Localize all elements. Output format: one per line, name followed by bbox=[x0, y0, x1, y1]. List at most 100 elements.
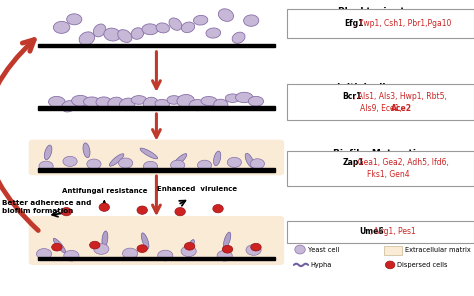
Ellipse shape bbox=[217, 250, 232, 261]
Text: Antifungal resistance: Antifungal resistance bbox=[62, 188, 147, 194]
Ellipse shape bbox=[225, 94, 240, 102]
Ellipse shape bbox=[246, 244, 261, 255]
Ellipse shape bbox=[64, 250, 79, 261]
Text: , Gea1, Gea2, Adh5, Ifd6,: , Gea1, Gea2, Adh5, Ifd6, bbox=[353, 158, 449, 167]
Ellipse shape bbox=[99, 203, 109, 211]
Ellipse shape bbox=[245, 153, 254, 168]
Ellipse shape bbox=[248, 96, 264, 106]
Ellipse shape bbox=[251, 243, 261, 251]
Text: Efg1: Efg1 bbox=[344, 19, 363, 28]
Ellipse shape bbox=[109, 154, 124, 166]
Ellipse shape bbox=[198, 160, 212, 170]
Ellipse shape bbox=[214, 99, 228, 110]
Ellipse shape bbox=[181, 246, 196, 257]
Ellipse shape bbox=[171, 160, 185, 170]
Ellipse shape bbox=[143, 97, 158, 110]
Ellipse shape bbox=[140, 148, 158, 159]
Bar bbox=[38, 106, 275, 110]
Ellipse shape bbox=[61, 207, 72, 216]
Ellipse shape bbox=[131, 28, 144, 39]
Text: Als9, Ece1,: Als9, Ece1, bbox=[359, 104, 404, 112]
Ellipse shape bbox=[52, 243, 62, 251]
Ellipse shape bbox=[182, 22, 195, 33]
Ellipse shape bbox=[118, 158, 133, 168]
Text: Initial adherence: Initial adherence bbox=[337, 83, 424, 92]
Ellipse shape bbox=[213, 205, 223, 213]
Ellipse shape bbox=[93, 24, 106, 37]
Ellipse shape bbox=[295, 245, 305, 254]
Ellipse shape bbox=[143, 161, 157, 171]
Ellipse shape bbox=[224, 232, 231, 248]
Ellipse shape bbox=[193, 15, 208, 25]
Ellipse shape bbox=[185, 239, 194, 255]
Ellipse shape bbox=[122, 248, 137, 259]
Ellipse shape bbox=[104, 28, 120, 41]
Text: , Ywp1, Csh1, Pbr1,Pga10: , Ywp1, Csh1, Pbr1,Pga10 bbox=[354, 19, 452, 28]
Ellipse shape bbox=[108, 97, 123, 109]
Ellipse shape bbox=[83, 97, 100, 107]
Ellipse shape bbox=[67, 14, 82, 25]
Ellipse shape bbox=[175, 207, 185, 216]
Text: Planktonic stage: Planktonic stage bbox=[337, 7, 423, 16]
Text: Yeast cell: Yeast cell bbox=[308, 247, 339, 252]
Ellipse shape bbox=[79, 32, 95, 45]
Text: Dispersed cells: Dispersed cells bbox=[397, 262, 447, 268]
Ellipse shape bbox=[54, 21, 70, 33]
Ellipse shape bbox=[236, 92, 253, 103]
Ellipse shape bbox=[214, 151, 221, 166]
Ellipse shape bbox=[184, 242, 195, 250]
Ellipse shape bbox=[53, 238, 66, 253]
Ellipse shape bbox=[201, 96, 217, 106]
Ellipse shape bbox=[102, 231, 108, 247]
Ellipse shape bbox=[90, 241, 100, 249]
Ellipse shape bbox=[137, 206, 147, 214]
Ellipse shape bbox=[219, 9, 234, 21]
Text: Hypha: Hypha bbox=[310, 262, 332, 268]
Bar bbox=[38, 44, 275, 47]
FancyBboxPatch shape bbox=[29, 140, 283, 175]
Ellipse shape bbox=[83, 143, 90, 158]
Text: Dispersion: Dispersion bbox=[353, 221, 408, 229]
Ellipse shape bbox=[48, 96, 65, 107]
Ellipse shape bbox=[156, 23, 170, 33]
FancyBboxPatch shape bbox=[287, 84, 474, 120]
Ellipse shape bbox=[131, 96, 146, 104]
Ellipse shape bbox=[177, 94, 194, 107]
Ellipse shape bbox=[94, 244, 109, 254]
Bar bbox=[38, 257, 275, 260]
Ellipse shape bbox=[173, 154, 187, 166]
Ellipse shape bbox=[137, 245, 147, 252]
Ellipse shape bbox=[158, 250, 173, 261]
Ellipse shape bbox=[155, 99, 170, 108]
Ellipse shape bbox=[232, 32, 245, 43]
Ellipse shape bbox=[142, 24, 158, 35]
Ellipse shape bbox=[72, 95, 89, 106]
Text: , Nrg1, Pes1: , Nrg1, Pes1 bbox=[370, 227, 416, 236]
Bar bbox=[38, 168, 275, 172]
Ellipse shape bbox=[45, 145, 52, 160]
Text: Ume6: Ume6 bbox=[359, 227, 384, 236]
Ellipse shape bbox=[227, 157, 241, 168]
Ellipse shape bbox=[118, 30, 132, 42]
Ellipse shape bbox=[385, 261, 395, 269]
Text: Better adherence and
biofilm formation: Better adherence and biofilm formation bbox=[2, 200, 92, 214]
FancyBboxPatch shape bbox=[287, 151, 474, 186]
Text: Enhanced  virulence: Enhanced virulence bbox=[156, 186, 237, 192]
Ellipse shape bbox=[206, 28, 220, 38]
Ellipse shape bbox=[167, 96, 181, 104]
Ellipse shape bbox=[141, 233, 149, 249]
Text: Ace2: Ace2 bbox=[391, 104, 412, 112]
Text: Biofilm Maturation: Biofilm Maturation bbox=[333, 149, 428, 158]
Text: , Als1, Als3, Hwp1, Rbt5,: , Als1, Als3, Hwp1, Rbt5, bbox=[353, 92, 447, 101]
FancyBboxPatch shape bbox=[287, 221, 474, 243]
Ellipse shape bbox=[36, 249, 52, 259]
FancyBboxPatch shape bbox=[287, 9, 474, 38]
Text: Fks1, Gen4: Fks1, Gen4 bbox=[367, 170, 410, 179]
Ellipse shape bbox=[244, 15, 259, 26]
Ellipse shape bbox=[222, 245, 233, 253]
Ellipse shape bbox=[169, 18, 182, 30]
Ellipse shape bbox=[189, 99, 206, 111]
Ellipse shape bbox=[119, 98, 135, 111]
FancyBboxPatch shape bbox=[384, 246, 402, 255]
Ellipse shape bbox=[96, 97, 111, 107]
